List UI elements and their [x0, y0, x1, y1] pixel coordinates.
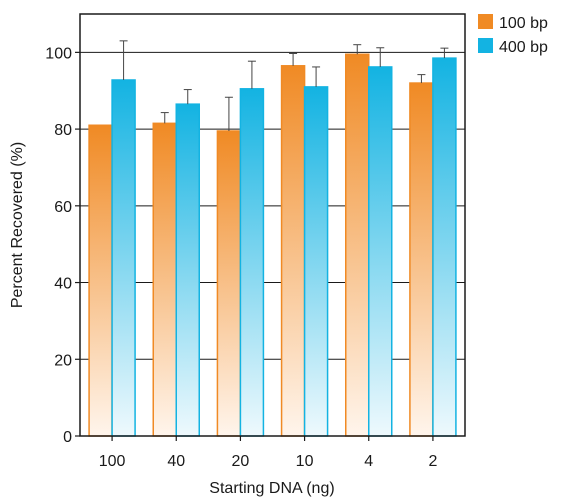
x-tick-label-4: 4 — [364, 453, 373, 470]
bars — [88, 53, 457, 437]
bar-400-bp-20 — [239, 88, 265, 437]
y-tick-label-20: 20 — [54, 352, 72, 369]
plot-frame — [79, 13, 466, 437]
y-tick-label-100: 100 — [45, 45, 72, 62]
y-axis-title: Percent Recovered (%) — [9, 142, 26, 308]
bar-100-bp-20 — [216, 130, 242, 437]
legend-swatch-100-bp — [478, 14, 493, 29]
x-axis-ticks: 100 40 20 10 4 2 — [99, 436, 437, 470]
bar-100-bp-100 — [88, 124, 113, 437]
bar-400-bp-40 — [175, 103, 200, 437]
legend-label-100-bp: 100 bp — [499, 15, 548, 32]
x-tick-label-100: 100 — [99, 453, 126, 470]
x-axis-title: Starting DNA (ng) — [209, 480, 334, 497]
bar-100-bp-40 — [152, 122, 177, 437]
y-tick-label-40: 40 — [54, 276, 72, 293]
bar-100-bp-4 — [345, 53, 370, 437]
x-tick-label-40: 40 — [167, 453, 185, 470]
y-axis-ticks: 0 20 40 60 80 100 — [45, 45, 80, 446]
bar-400-bp-100 — [111, 79, 136, 437]
x-tick-label-2: 2 — [428, 453, 437, 470]
bar-400-bp-4 — [368, 66, 393, 437]
legend-label-400-bp: 400 bp — [499, 39, 548, 56]
x-tick-label-20: 20 — [232, 453, 250, 470]
legend-swatch-400-bp — [478, 38, 493, 53]
bar-100-bp-10 — [280, 65, 306, 437]
bar-400-bp-10 — [303, 86, 329, 437]
gridlines — [80, 51, 465, 360]
y-tick-label-0: 0 — [63, 429, 72, 446]
error-bars — [119, 40, 449, 132]
y-tick-label-60: 60 — [54, 199, 72, 216]
legend: 100 bp 400 bp — [478, 14, 548, 56]
y-tick-label-80: 80 — [54, 122, 72, 139]
bar-400-bp-2 — [432, 57, 457, 437]
bar-100-bp-2 — [409, 82, 434, 437]
x-tick-label-10: 10 — [296, 453, 314, 470]
